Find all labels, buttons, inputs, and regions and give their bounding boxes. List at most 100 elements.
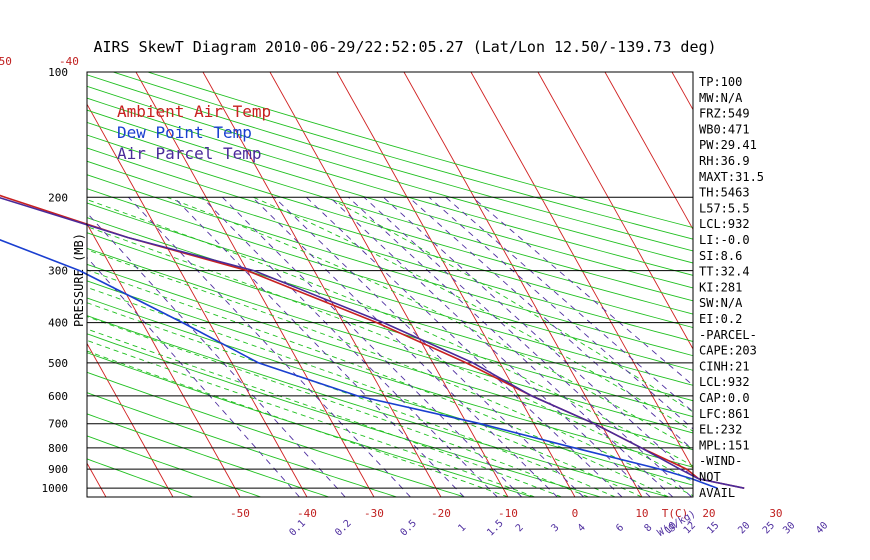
pressure-tick-label: 800 <box>48 442 68 455</box>
moist-adiabat-line <box>87 339 535 497</box>
top-temp-tick-label: -40 <box>59 55 79 68</box>
dry-adiabat-line <box>87 315 669 497</box>
isotherm-line <box>87 103 308 497</box>
index-item: TH:5463 <box>699 186 750 200</box>
dry-adiabat-line <box>87 297 693 486</box>
mixing-ratio-line <box>329 196 651 497</box>
isotherm-line <box>0 72 39 497</box>
index-item: MAXT:31.5 <box>699 170 764 184</box>
index-item: TT:32.4 <box>699 265 750 279</box>
dry-adiabat-line <box>87 371 465 497</box>
mixing-ratio-label: 6 <box>614 522 626 534</box>
plot-frame <box>86 71 694 498</box>
mixing-ratio-label: 4 <box>576 522 588 534</box>
bottom-temp-tick-label: -10 <box>498 507 518 520</box>
dry-adiabat-line <box>87 97 693 276</box>
air-parcel-tempprofile <box>0 196 745 489</box>
dry-adiabat-line <box>87 435 262 497</box>
dry-adiabat-line <box>87 247 693 434</box>
index-item: SI:8.6 <box>699 249 742 263</box>
isotherm-line <box>604 72 693 231</box>
index-item: CINH:21 <box>699 359 750 373</box>
index-item: EL:232 <box>699 423 742 437</box>
moist-adiabat-line <box>253 196 693 432</box>
index-item: L57:5.5 <box>699 201 750 215</box>
pressure-tick-label: 500 <box>48 357 68 370</box>
pressure-tick-label: 900 <box>48 463 68 476</box>
isotherm-line <box>87 222 241 497</box>
dry-adiabat-line <box>87 174 693 357</box>
mixing-ratio-label: 2 <box>514 522 526 534</box>
mixing-ratio-label: 3 <box>550 522 562 534</box>
mixing-ratio-line <box>201 196 498 497</box>
index-item: WB0:471 <box>699 122 750 136</box>
mixing-ratio-label: 1.5 <box>485 518 506 539</box>
index-item: SW:N/A <box>699 296 743 310</box>
isotherm-line <box>403 72 643 497</box>
mixing-ratio-line <box>408 196 693 451</box>
index-item: FRZ:549 <box>699 107 750 121</box>
index-item: -WIND- <box>699 454 742 468</box>
dry-adiabat-line <box>87 121 693 302</box>
pressure-tick-label: 300 <box>48 265 68 278</box>
moist-adiabat-line <box>87 269 669 497</box>
temp-unit-label: T(C) <box>662 507 689 520</box>
mixing-ratio-line <box>87 212 346 497</box>
bottom-temp-tick-label: -20 <box>431 507 451 520</box>
dry-adiabat-line <box>87 134 693 315</box>
mixing-ratio-line <box>274 196 584 497</box>
moist-adiabat-line <box>166 196 693 450</box>
moist-adiabat-line <box>87 249 693 497</box>
profile-series <box>0 194 745 489</box>
background-grid <box>0 72 870 497</box>
mixing-ratio-label: 15 <box>705 520 721 536</box>
index-item: -PARCEL- <box>699 328 757 342</box>
dry-adiabat-line <box>87 188 693 371</box>
dry-adiabat-line <box>87 352 533 497</box>
mixing-ratio-label: 30 <box>781 520 797 536</box>
index-item: CAPE:203 <box>699 344 757 358</box>
index-item: RH:36.9 <box>699 154 750 168</box>
mixing-ratio-line <box>222 196 522 497</box>
legend-entry: Ambient Air Temp <box>117 102 271 121</box>
bottom-temp-tick-label: 30 <box>769 507 782 520</box>
mixing-ratio-line <box>173 196 465 497</box>
dry-adiabat-line <box>87 160 693 342</box>
index-item: KI:281 <box>699 280 742 294</box>
index-item: PW:29.41 <box>699 138 757 152</box>
index-item: MW:N/A <box>699 91 743 105</box>
mixing-ratio-line <box>348 196 674 497</box>
moist-adiabat-line <box>87 302 616 497</box>
chart-title: AIRS SkewT Diagram 2010-06-29/22:52:05.2… <box>93 38 716 56</box>
dry-adiabat-line <box>87 458 194 497</box>
mixing-ratio-label: 25 <box>761 520 777 536</box>
pressure-tick-label: 100 <box>48 66 68 79</box>
pressure-tick-label: 700 <box>48 418 68 431</box>
index-item: CAP:0.0 <box>699 391 750 405</box>
pressure-tick-label: 400 <box>48 317 68 330</box>
isotherm-line <box>537 72 693 350</box>
legend-entry: Dew Point Temp <box>117 123 252 142</box>
index-item: LFC:861 <box>699 407 750 421</box>
index-item: AVAIL <box>699 486 735 500</box>
bottom-temp-tick-label: 10 <box>635 507 648 520</box>
bottom-temp-tick-label: -40 <box>297 507 317 520</box>
isotherm-line <box>739 72 870 497</box>
dry-adiabat-line <box>87 147 693 329</box>
dry-adiabat-line <box>87 74 693 252</box>
isotherm-line <box>336 72 576 497</box>
mixing-ratio-line <box>363 196 692 497</box>
moist-adiabat-line <box>87 226 693 482</box>
index-item: LCL:932 <box>699 217 750 231</box>
bottom-temp-tick-label: -30 <box>364 507 384 520</box>
mixing-ratio-line <box>87 256 300 497</box>
moist-adiabat-line <box>87 286 643 497</box>
dry-adiabat-line <box>87 392 397 497</box>
mixing-ratio-label: 0.1 <box>287 518 308 539</box>
plot-border <box>86 71 694 498</box>
pressure-tick-label: 600 <box>48 390 68 403</box>
mixing-ratio-label: 8 <box>643 522 655 534</box>
isotherm-line <box>87 342 174 497</box>
